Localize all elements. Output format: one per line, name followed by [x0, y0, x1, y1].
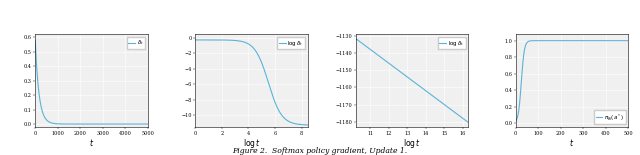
X-axis label: $\log t$: $\log t$ — [403, 137, 421, 150]
X-axis label: $t$: $t$ — [89, 137, 94, 148]
Legend: $\pi_{\theta_t}(a^*)$: $\pi_{\theta_t}(a^*)$ — [594, 110, 626, 124]
X-axis label: $t$: $t$ — [570, 137, 575, 148]
Legend: $\delta_t$: $\delta_t$ — [127, 37, 145, 49]
Text: Figure 2.  Softmax policy gradient, Update 1.: Figure 2. Softmax policy gradient, Updat… — [232, 147, 408, 155]
Legend: $\log \delta_t$: $\log \delta_t$ — [277, 37, 305, 49]
X-axis label: $\log t$: $\log t$ — [243, 137, 260, 150]
Legend: $\log \delta_t$: $\log \delta_t$ — [438, 37, 465, 49]
